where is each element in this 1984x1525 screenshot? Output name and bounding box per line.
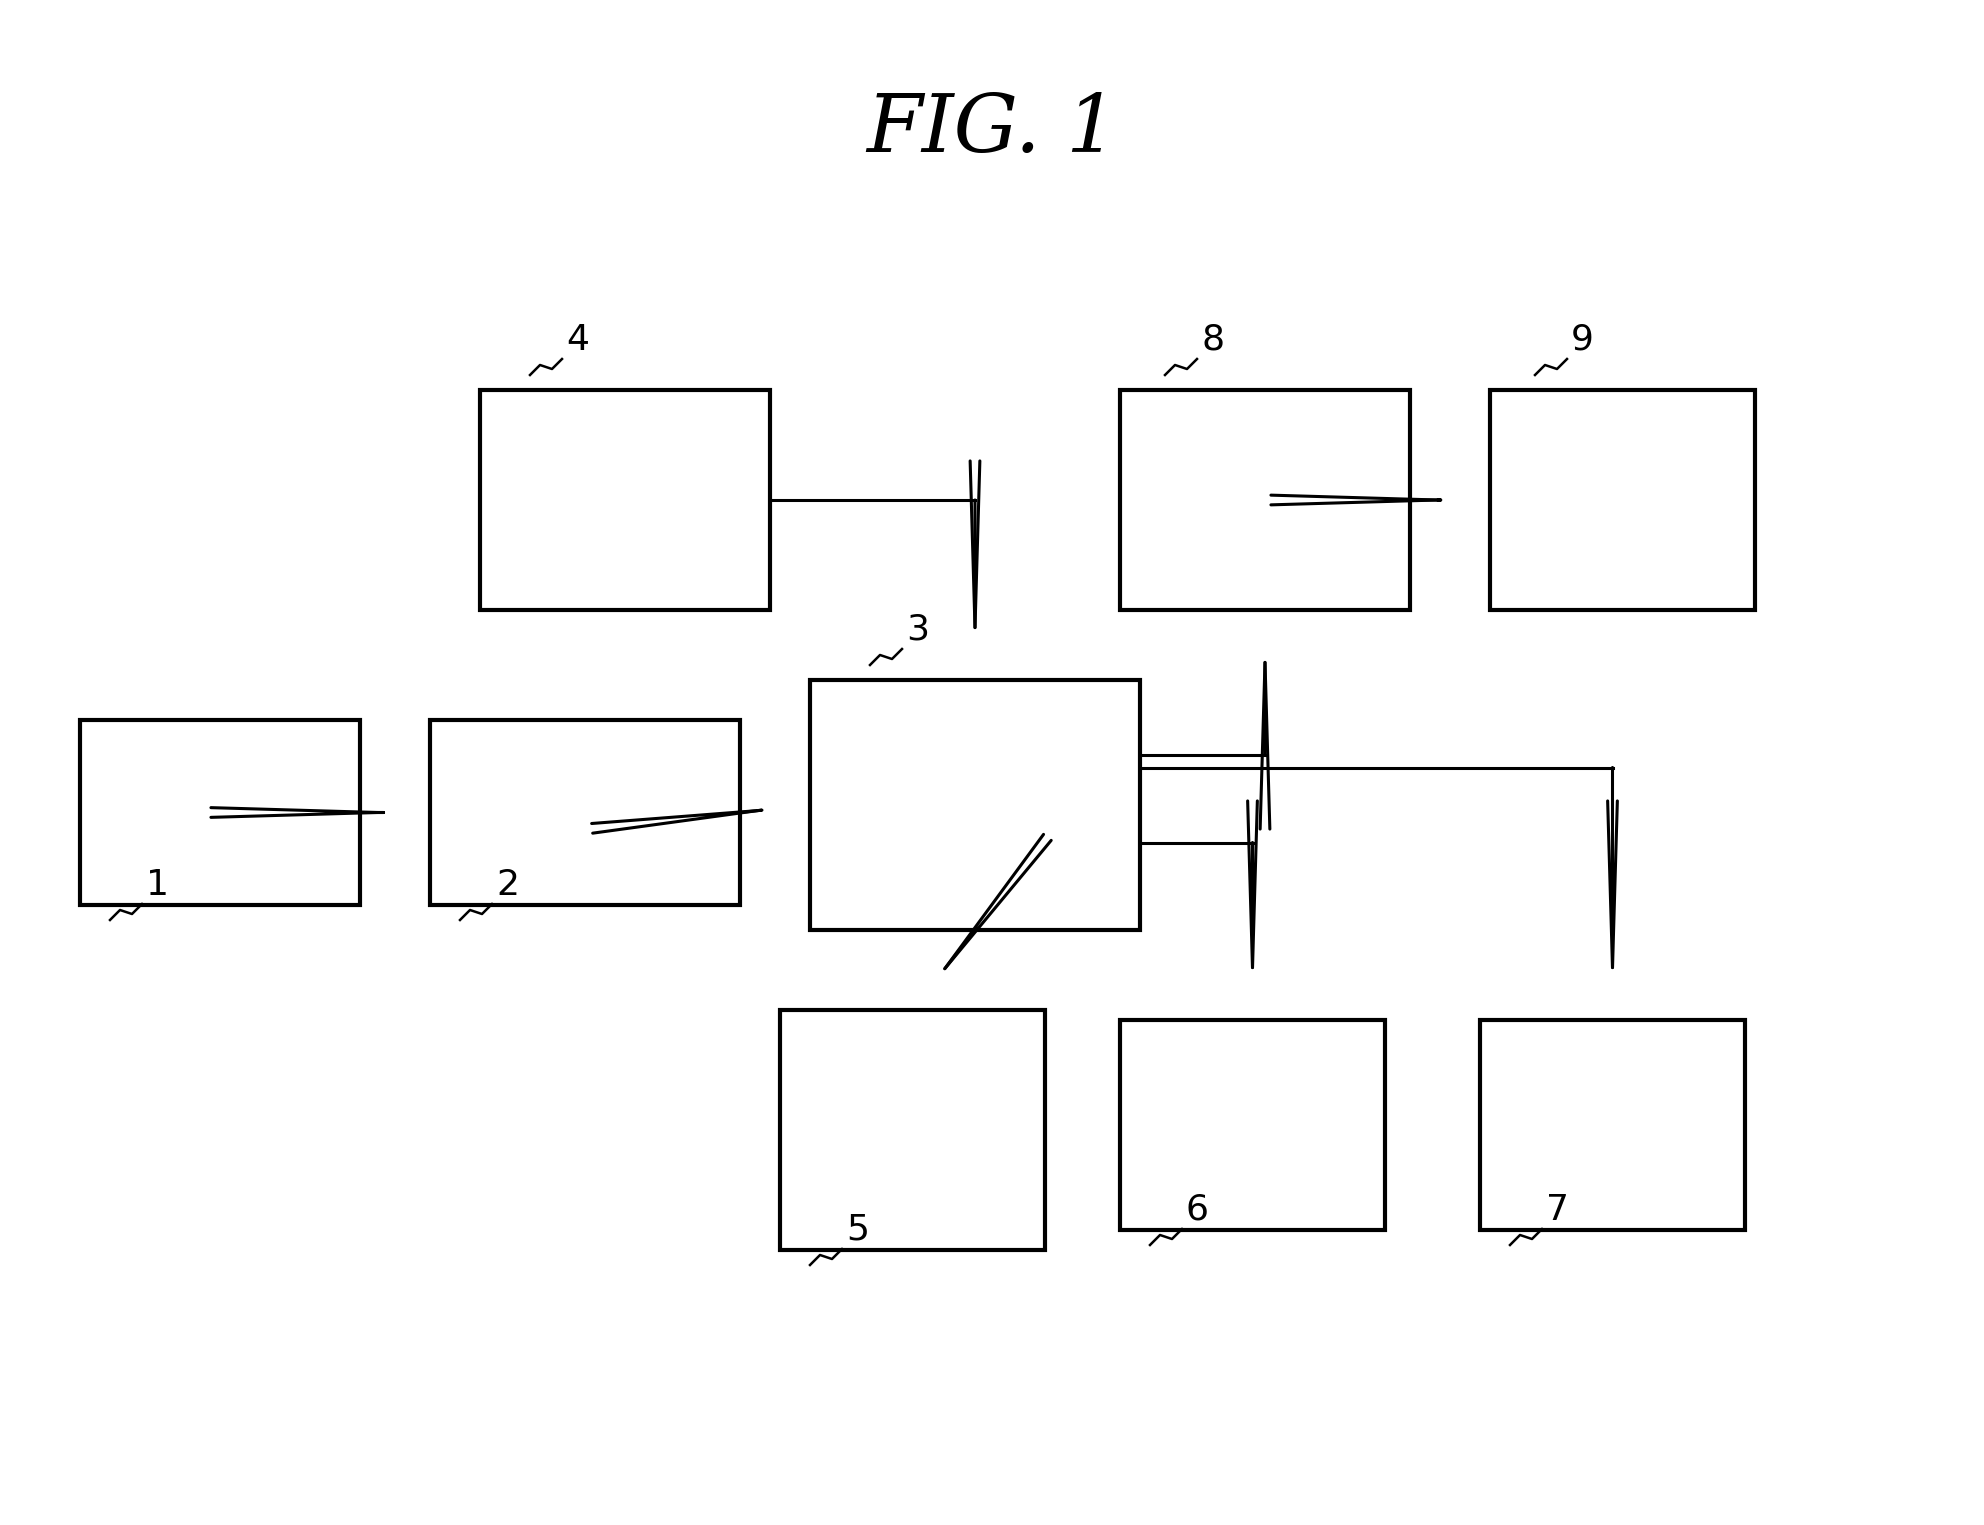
Bar: [1121, 390, 1411, 610]
Bar: [780, 1010, 1046, 1250]
Bar: [1480, 1020, 1746, 1231]
Bar: [480, 390, 770, 610]
Text: 3: 3: [907, 613, 929, 647]
Bar: [1121, 1020, 1385, 1231]
Bar: [79, 720, 359, 904]
Text: FIG. 1: FIG. 1: [867, 92, 1117, 169]
Text: 1: 1: [147, 868, 169, 901]
Text: 4: 4: [565, 323, 589, 357]
Text: 2: 2: [496, 868, 520, 901]
Bar: [431, 720, 740, 904]
Text: 6: 6: [1186, 1193, 1208, 1228]
Text: 7: 7: [1546, 1193, 1569, 1228]
Text: 8: 8: [1200, 323, 1224, 357]
Text: 9: 9: [1571, 323, 1593, 357]
Bar: [1490, 390, 1756, 610]
Text: 5: 5: [845, 1212, 869, 1247]
Bar: [809, 680, 1141, 930]
